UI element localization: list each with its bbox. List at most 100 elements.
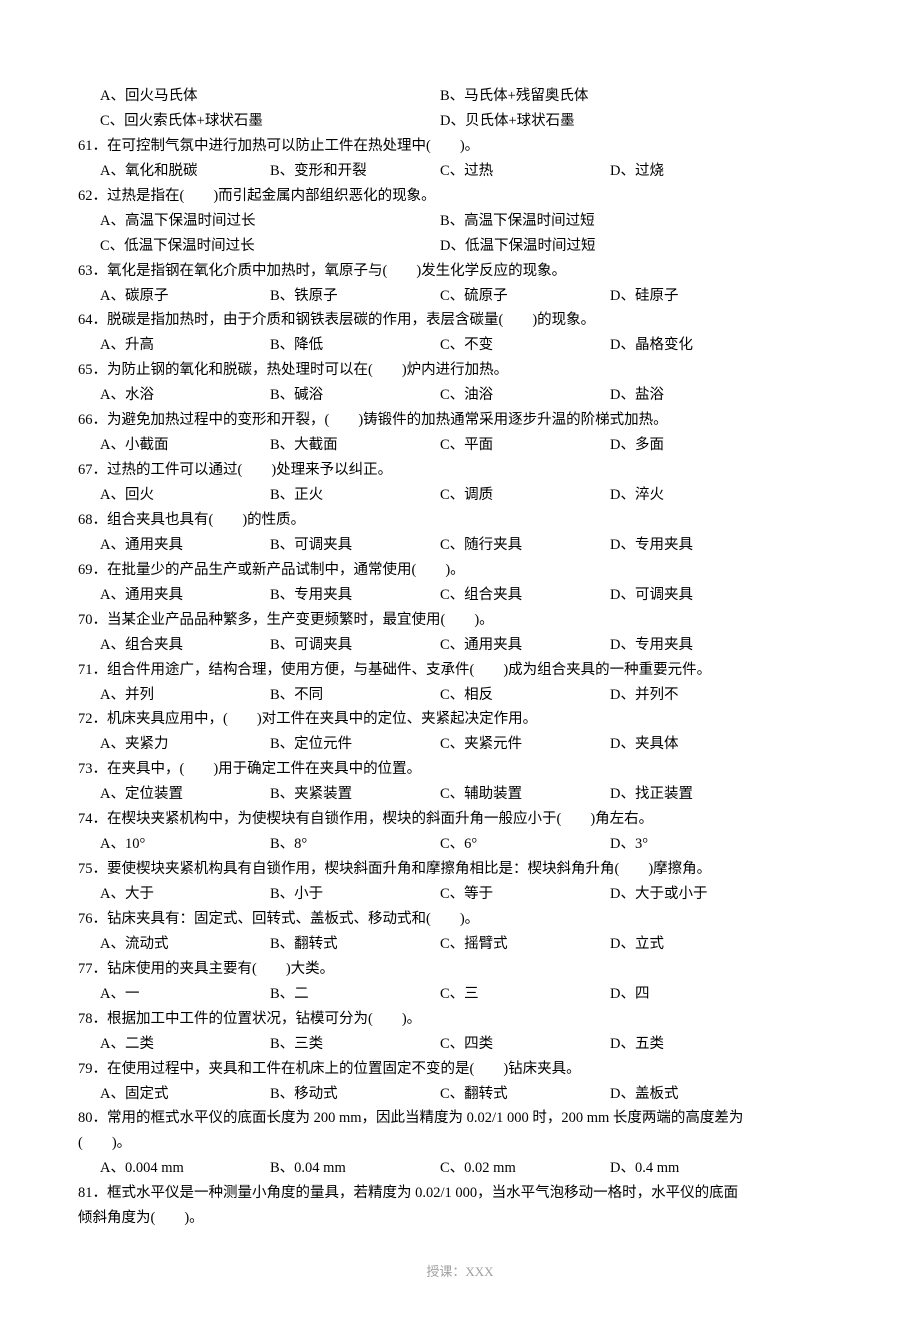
option: C、过热 <box>440 159 610 184</box>
option-row: A、水浴B、碱浴C、油浴D、盐浴 <box>78 383 842 408</box>
option: C、低温下保温时间过长 <box>100 234 440 259</box>
option: C、组合夹具 <box>440 583 610 608</box>
option-row: A、夹紧力B、定位元件C、夹紧元件D、夹具体 <box>78 732 842 757</box>
option: B、移动式 <box>270 1082 440 1107</box>
option: A、回火 <box>100 483 270 508</box>
option-row: C、低温下保温时间过长D、低温下保温时间过短 <box>78 234 842 259</box>
option: A、定位装置 <box>100 782 270 807</box>
option: C、油浴 <box>440 383 610 408</box>
option: B、正火 <box>270 483 440 508</box>
option: B、8° <box>270 832 440 857</box>
option-d: D、贝氏体+球状石墨 <box>440 109 780 134</box>
question-stem: 64．脱碳是指加热时，由于介质和钢铁表层碳的作用，表层含碳量( )的现象。 <box>78 308 842 333</box>
option: C、6° <box>440 832 610 857</box>
option: D、夹具体 <box>610 732 780 757</box>
option: B、铁原子 <box>270 284 440 309</box>
option-row: A、大于B、小于C、等于D、大于或小于 <box>78 882 842 907</box>
option-row: A、一B、二C、三D、四 <box>78 982 842 1007</box>
option: A、水浴 <box>100 383 270 408</box>
option: D、盖板式 <box>610 1082 780 1107</box>
option: B、不同 <box>270 683 440 708</box>
option: B、小于 <box>270 882 440 907</box>
option: D、0.4 mm <box>610 1156 780 1181</box>
question-stem: 78．根据加工中工件的位置状况，钻模可分为( )。 <box>78 1007 842 1032</box>
option: A、小截面 <box>100 433 270 458</box>
option: A、通用夹具 <box>100 533 270 558</box>
option: A、升高 <box>100 333 270 358</box>
option-row: A、小截面B、大截面C、平面D、多面 <box>78 433 842 458</box>
option: C、平面 <box>440 433 610 458</box>
option-row: A、高温下保温时间过长B、高温下保温时间过短 <box>78 209 842 234</box>
option: A、高温下保温时间过长 <box>100 209 440 234</box>
orphan-option-row-2: C、回火索氏体+球状石墨 D、贝氏体+球状石墨 <box>78 109 842 134</box>
option: D、四 <box>610 982 780 1007</box>
option: A、一 <box>100 982 270 1007</box>
option: C、不变 <box>440 333 610 358</box>
option-row: A、升高B、降低C、不变D、晶格变化 <box>78 333 842 358</box>
option: C、随行夹具 <box>440 533 610 558</box>
option-row: A、通用夹具B、专用夹具C、组合夹具D、可调夹具 <box>78 583 842 608</box>
option: A、夹紧力 <box>100 732 270 757</box>
option: D、立式 <box>610 932 780 957</box>
option: A、固定式 <box>100 1082 270 1107</box>
option: A、组合夹具 <box>100 633 270 658</box>
option: A、10° <box>100 832 270 857</box>
question-stem: 71．组合件用途广，结构合理，使用方便，与基础件、支承件( )成为组合夹具的一种… <box>78 658 842 683</box>
question-stem: 77．钻床使用的夹具主要有( )大类。 <box>78 957 842 982</box>
question-stem: 70．当某企业产品品种繁多，生产变更频繁时，最宜使用( )。 <box>78 608 842 633</box>
option: A、并列 <box>100 683 270 708</box>
option: A、二类 <box>100 1032 270 1057</box>
question-stem: 62．过热是指在( )而引起金属内部组织恶化的现象。 <box>78 184 842 209</box>
option: B、翻转式 <box>270 932 440 957</box>
option: A、氧化和脱碳 <box>100 159 270 184</box>
option: A、大于 <box>100 882 270 907</box>
option: B、碱浴 <box>270 383 440 408</box>
option: B、二 <box>270 982 440 1007</box>
option: B、大截面 <box>270 433 440 458</box>
option: C、三 <box>440 982 610 1007</box>
orphan-option-row-1: A、回火马氏体 B、马氏体+残留奥氏体 <box>78 84 842 109</box>
question-stem-cont: 倾斜角度为( )。 <box>78 1206 842 1231</box>
option: D、专用夹具 <box>610 633 780 658</box>
option: D、3° <box>610 832 780 857</box>
option: C、摇臂式 <box>440 932 610 957</box>
option: A、碳原子 <box>100 284 270 309</box>
option-b: B、马氏体+残留奥氏体 <box>440 84 780 109</box>
document-page: A、回火马氏体 B、马氏体+残留奥氏体 C、回火索氏体+球状石墨 D、贝氏体+球… <box>0 0 920 1323</box>
option-row: A、碳原子B、铁原子C、硫原子D、硅原子 <box>78 284 842 309</box>
question-stem: 65．为防止钢的氧化和脱碳，热处理时可以在( )炉内进行加热。 <box>78 358 842 383</box>
option: D、大于或小于 <box>610 882 780 907</box>
option-row: A、氧化和脱碳B、变形和开裂C、过热D、过烧 <box>78 159 842 184</box>
question-stem: 76．钻床夹具有：固定式、回转式、盖板式、移动式和( )。 <box>78 907 842 932</box>
option: C、辅助装置 <box>440 782 610 807</box>
option: C、通用夹具 <box>440 633 610 658</box>
option-row: A、通用夹具B、可调夹具C、随行夹具D、专用夹具 <box>78 533 842 558</box>
option: A、通用夹具 <box>100 583 270 608</box>
option: B、三类 <box>270 1032 440 1057</box>
option: C、0.02 mm <box>440 1156 610 1181</box>
option: C、调质 <box>440 483 610 508</box>
question-stem-cont: ( )。 <box>78 1131 842 1156</box>
option: D、盐浴 <box>610 383 780 408</box>
option: D、过烧 <box>610 159 780 184</box>
option: D、淬火 <box>610 483 780 508</box>
option-row: A、并列B、不同C、相反D、并列不 <box>78 683 842 708</box>
option: B、可调夹具 <box>270 533 440 558</box>
option-row: A、流动式B、翻转式C、摇臂式D、立式 <box>78 932 842 957</box>
option: D、并列不 <box>610 683 780 708</box>
question-stem: 66．为避免加热过程中的变形和开裂，( )铸锻件的加热通常采用逐步升温的阶梯式加… <box>78 408 842 433</box>
option-c: C、回火索氏体+球状石墨 <box>100 109 440 134</box>
option-row: A、回火B、正火C、调质D、淬火 <box>78 483 842 508</box>
option-row: A、0.004 mmB、0.04 mmC、0.02 mmD、0.4 mm <box>78 1156 842 1181</box>
option: D、找正装置 <box>610 782 780 807</box>
option-row: A、固定式B、移动式C、翻转式D、盖板式 <box>78 1082 842 1107</box>
question-stem: 67．过热的工件可以通过( )处理来予以纠正。 <box>78 458 842 483</box>
question-stem: 79．在使用过程中，夹具和工件在机床上的位置固定不变的是( )钻床夹具。 <box>78 1057 842 1082</box>
option: B、定位元件 <box>270 732 440 757</box>
question-stem: 81．框式水平仪是一种测量小角度的量具，若精度为 0.02/1 000，当水平气… <box>78 1181 842 1206</box>
option: A、0.004 mm <box>100 1156 270 1181</box>
option: C、硫原子 <box>440 284 610 309</box>
question-stem: 61．在可控制气氛中进行加热可以防止工件在热处理中( )。 <box>78 134 842 159</box>
option: B、夹紧装置 <box>270 782 440 807</box>
option-row: A、组合夹具B、可调夹具C、通用夹具D、专用夹具 <box>78 633 842 658</box>
